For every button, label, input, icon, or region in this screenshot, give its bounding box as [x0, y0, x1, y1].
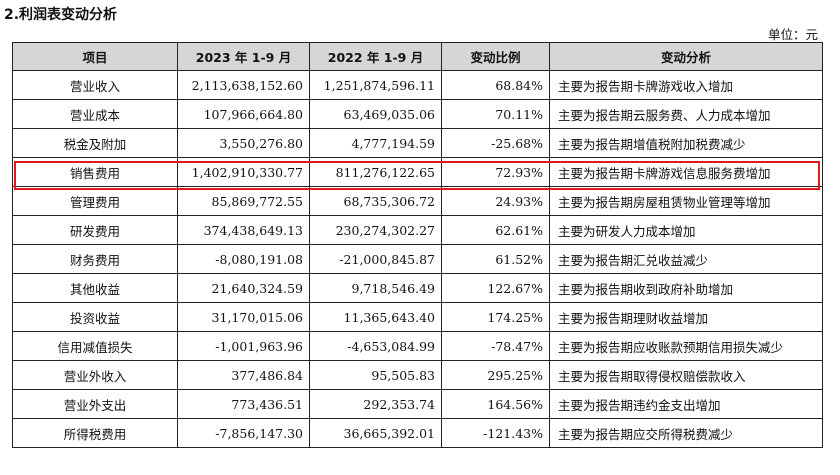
value-2022-cell: -21,000,845.87	[309, 244, 442, 274]
change-ratio-cell: -78.47%	[441, 331, 550, 361]
change-ratio-cell: 24.93%	[441, 186, 550, 216]
item-name-cell: 所得税费用	[12, 418, 178, 448]
change-ratio-cell: 164.56%	[441, 389, 550, 419]
table-row: 财务费用 -8,080,191.08 -21,000,845.87 61.52% 主要为…	[12, 244, 823, 274]
unit-label: 单位：元	[767, 27, 818, 42]
item-name-cell: 财务费用	[12, 244, 178, 274]
analysis-cell: 主要为报告期云服务费、人力成本增加	[549, 99, 823, 129]
change-ratio-cell: 122.67%	[441, 273, 550, 303]
income-statement-table: 项目 2023 年 1-9 月 2022 年 1-9 月 变动比例 变动分析 营…	[12, 42, 823, 448]
change-ratio-cell: -121.43%	[441, 418, 550, 448]
value-2023-cell: 3,550,276.80	[177, 128, 310, 158]
table-row: 营业成本 107,966,664.80 63,469,035.06 70.11% 主要为…	[12, 99, 823, 129]
table-row: 营业外收入 377,486.84 95,505.83 295.25% 主要为报告期取得侵…	[12, 360, 823, 390]
change-ratio-cell: 68.84%	[441, 70, 550, 100]
item-name-cell: 信用减值损失	[12, 331, 178, 361]
item-name-cell: 营业收入	[12, 70, 178, 100]
value-2022-cell: -4,653,084.99	[309, 331, 442, 361]
value-2023-cell: 1,402,910,330.77	[177, 157, 310, 187]
value-2022-cell: 1,251,874,596.11	[309, 70, 442, 100]
item-name-cell: 营业外支出	[12, 389, 178, 419]
analysis-cell: 主要为报告期汇兑收益减少	[549, 244, 823, 274]
analysis-cell: 主要为报告期违约金支出增加	[549, 389, 823, 419]
value-2023-cell: 2,113,638,152.60	[177, 70, 310, 100]
value-2022-cell: 811,276,122.65	[309, 157, 442, 187]
table-row: 所得税费用 -7,856,147.30 36,665,392.01 -121.43% 主…	[12, 418, 823, 448]
value-2022-cell: 95,505.83	[309, 360, 442, 390]
table-header-row: 项目 2023 年 1-9 月 2022 年 1-9 月 变动比例 变动分析	[12, 42, 823, 71]
value-2023-cell: 31,170,015.06	[177, 302, 310, 332]
item-name-cell: 税金及附加	[12, 128, 178, 158]
analysis-cell: 主要为报告期卡牌游戏信息服务费增加	[549, 157, 823, 187]
table-row: 信用减值损失 -1,001,963.96 -4,653,084.99 -78.47% 主…	[12, 331, 823, 361]
value-2022-cell: 68,735,306.72	[309, 186, 442, 216]
analysis-cell: 主要为报告期卡牌游戏收入增加	[549, 70, 823, 100]
value-2023-cell: 21,640,324.59	[177, 273, 310, 303]
analysis-cell: 主要为报告期收到政府补助增加	[549, 273, 823, 303]
analysis-cell: 主要为报告期房屋租赁物业管理等增加	[549, 186, 823, 216]
change-ratio-cell: 61.52%	[441, 244, 550, 274]
value-2022-cell: 11,365,643.40	[309, 302, 442, 332]
table-row: 税金及附加 3,550,276.80 4,777,194.59 -25.68% 主要为报…	[12, 128, 823, 158]
table-row: 投资收益 31,170,015.06 11,365,643.40 174.25% 主要为…	[12, 302, 823, 332]
table-row: 营业外支出 773,436.51 292,353.74 164.56% 主要为报告期违约…	[12, 389, 823, 419]
item-name-cell: 营业成本	[12, 99, 178, 129]
value-2023-cell: 773,436.51	[177, 389, 310, 419]
value-2023-cell: -1,001,963.96	[177, 331, 310, 361]
change-ratio-cell: -25.68%	[441, 128, 550, 158]
header-2023: 2023 年 1-9 月	[177, 42, 310, 71]
change-ratio-cell: 174.25%	[441, 302, 550, 332]
change-ratio-cell: 295.25%	[441, 360, 550, 390]
analysis-cell: 主要为报告期理财收益增加	[549, 302, 823, 332]
analysis-cell: 主要为报告期增值税附加税费减少	[549, 128, 823, 158]
value-2023-cell: 85,869,772.55	[177, 186, 310, 216]
value-2022-cell: 9,718,546.49	[309, 273, 442, 303]
table-row: 其他收益 21,640,324.59 9,718,546.49 122.67% 主要为报…	[12, 273, 823, 303]
header-2022: 2022 年 1-9 月	[309, 42, 442, 71]
value-2022-cell: 292,353.74	[309, 389, 442, 419]
table-row: 管理费用 85,869,772.55 68,735,306.72 24.93% 主要为报…	[12, 186, 823, 216]
value-2022-cell: 63,469,035.06	[309, 99, 442, 129]
header-change-ratio: 变动比例	[441, 42, 550, 71]
value-2023-cell: 374,438,649.13	[177, 215, 310, 245]
section-title: 2.利润表变动分析	[4, 7, 118, 23]
item-name-cell: 其他收益	[12, 273, 178, 303]
change-ratio-cell: 70.11%	[441, 99, 550, 129]
analysis-cell: 主要为报告期取得侵权赔偿款收入	[549, 360, 823, 390]
header-item: 项目	[12, 42, 178, 71]
item-name-cell: 营业外收入	[12, 360, 178, 390]
analysis-cell: 主要为报告期应收账款预期信用损失减少	[549, 331, 823, 361]
change-ratio-cell: 62.61%	[441, 215, 550, 245]
change-ratio-cell: 72.93%	[441, 157, 550, 187]
item-name-cell: 研发费用	[12, 215, 178, 245]
value-2022-cell: 4,777,194.59	[309, 128, 442, 158]
header-analysis: 变动分析	[549, 42, 823, 71]
value-2023-cell: -8,080,191.08	[177, 244, 310, 274]
value-2022-cell: 230,274,302.27	[309, 215, 442, 245]
value-2022-cell: 36,665,392.01	[309, 418, 442, 448]
table-row: 研发费用 374,438,649.13 230,274,302.27 62.61% 主要…	[12, 215, 823, 245]
item-name-cell: 管理费用	[12, 186, 178, 216]
table-row: 销售费用 1,402,910,330.77 811,276,122.65 72.93%…	[12, 157, 823, 187]
item-name-cell: 销售费用	[12, 157, 178, 187]
value-2023-cell: 107,966,664.80	[177, 99, 310, 129]
item-name-cell: 投资收益	[12, 302, 178, 332]
value-2023-cell: 377,486.84	[177, 360, 310, 390]
analysis-cell: 主要为研发人力成本增加	[549, 215, 823, 245]
value-2023-cell: -7,856,147.30	[177, 418, 310, 448]
table-row: 营业收入 2,113,638,152.60 1,251,874,596.11 68.8…	[12, 70, 823, 100]
analysis-cell: 主要为报告期应交所得税费减少	[549, 418, 823, 448]
